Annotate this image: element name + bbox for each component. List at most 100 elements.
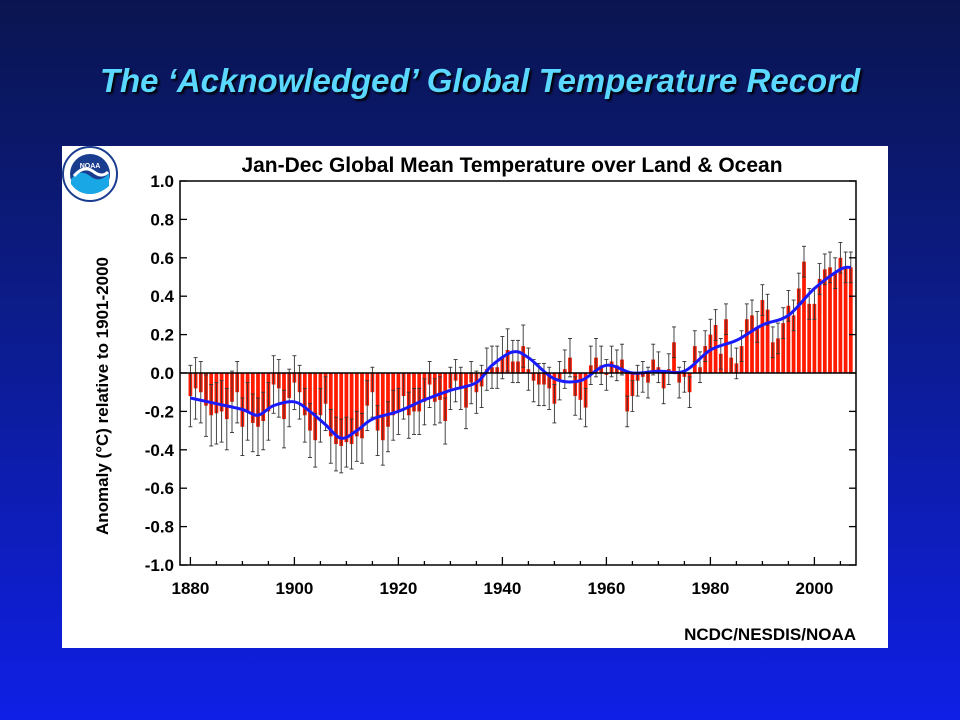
- temperature-chart: Jan-Dec Global Mean Temperature over Lan…: [93, 154, 857, 644]
- error-bar-1916: [375, 405, 380, 457]
- error-bar-1931: [453, 359, 458, 403]
- bar-1913: [360, 373, 364, 439]
- error-bar-1923: [412, 387, 416, 435]
- bar-1916: [375, 373, 380, 431]
- error-bar-1883: [204, 374, 208, 437]
- error-bar-1982: [718, 337, 723, 370]
- error-bar-1922: [406, 391, 411, 439]
- error-bar-1894: [261, 391, 266, 451]
- noaa-logo-text: NOAA: [80, 163, 101, 170]
- error-bar-1887: [224, 387, 229, 451]
- error-bar-1943: [516, 339, 520, 384]
- y-tick-label: -0.8: [145, 518, 174, 537]
- error-bar-1930: [448, 366, 453, 410]
- error-bar-1929: [443, 397, 448, 445]
- error-bar-1913: [360, 412, 364, 464]
- bar-1904: [313, 373, 318, 441]
- error-bar-1909: [339, 418, 344, 474]
- error-bar-1911: [349, 418, 354, 470]
- bar-1991: [765, 309, 770, 373]
- y-axis-ticks: -1.0 -0.8 -0.6 -0.4 -0.2 0.0 0.2 0.4 0.6 0.8 1.0: [145, 172, 856, 575]
- bar-2006: [843, 267, 848, 373]
- error-bar-1885: [214, 382, 219, 445]
- bar-1988: [750, 315, 754, 373]
- trend-line: [190, 265, 852, 440]
- bar-1917: [380, 373, 385, 441]
- y-tick-label: -0.6: [145, 479, 174, 498]
- error-bar-1882: [198, 361, 203, 424]
- error-bar-1983: [724, 303, 728, 336]
- error-bar-1956: [583, 387, 588, 428]
- error-bar-1895: [266, 382, 271, 441]
- error-bar-1893: [256, 397, 260, 457]
- bar-1980: [708, 334, 713, 373]
- error-bar-1953: [568, 337, 572, 378]
- y-tick-label: 0.2: [150, 326, 174, 345]
- error-bar-1907: [328, 409, 333, 464]
- error-bar-1928: [438, 376, 442, 424]
- slide-title: The ‘Acknowledged’ Global Temperature Re…: [99, 62, 861, 99]
- bar-1993: [776, 338, 780, 373]
- x-axis-ticks: 1880 1900 1920 1940 1960 1980 2000: [171, 557, 842, 598]
- error-bar-1939: [495, 345, 500, 389]
- x-tick-label: 1980: [691, 579, 729, 598]
- error-bar-1908: [334, 416, 338, 472]
- error-bar-1899: [287, 368, 292, 428]
- error-bar-1957: [588, 345, 593, 385]
- source-credit: NCDC/NESDIS/NOAA: [684, 625, 856, 644]
- y-tick-label: 0.8: [150, 210, 174, 229]
- x-tick-label: 1960: [587, 579, 625, 598]
- bar-1995: [786, 305, 791, 373]
- x-tick-label: 1900: [275, 579, 313, 598]
- error-bar-2001: [817, 263, 822, 295]
- y-tick-label: -0.2: [145, 402, 174, 421]
- y-tick-label: 0.4: [150, 287, 174, 306]
- error-bar-1998: [802, 245, 806, 278]
- error-bar-1959: [599, 345, 604, 385]
- error-bar-1918: [386, 401, 390, 453]
- error-bar-1906: [323, 376, 328, 432]
- error-bar-1902: [302, 387, 307, 443]
- error-bar-1880: [188, 364, 193, 428]
- bar-1989: [755, 326, 760, 373]
- chart-title: Jan-Dec Global Mean Temperature over Lan…: [241, 154, 782, 177]
- error-bar-1964: [625, 395, 630, 428]
- bar-1999: [807, 303, 812, 373]
- bar-1987: [744, 319, 749, 373]
- y-tick-label: 0.6: [150, 249, 174, 268]
- error-bar-1981: [713, 309, 718, 341]
- error-bar-1967: [640, 361, 645, 393]
- bar-2004: [833, 273, 838, 373]
- noaa-logo-icon: NOAA: [62, 146, 118, 202]
- error-bar-1934: [469, 361, 474, 405]
- bar-2003: [828, 267, 832, 373]
- x-tick-label: 1880: [171, 579, 209, 598]
- error-bar-1890: [240, 397, 245, 457]
- bar-1990: [760, 300, 765, 373]
- bar-1964: [625, 373, 630, 412]
- error-bar-1905: [318, 387, 323, 443]
- x-tick-label: 1940: [483, 579, 521, 598]
- error-bar-1925: [422, 378, 427, 426]
- bar-1909: [339, 373, 344, 446]
- error-bar-1979: [703, 330, 708, 362]
- error-bar-1881: [193, 357, 198, 420]
- error-bar-1976: [687, 376, 692, 409]
- bar-1908: [334, 373, 338, 445]
- error-bar-1992: [770, 326, 775, 359]
- error-bar-1901: [297, 364, 302, 420]
- error-bar-1996: [791, 299, 796, 332]
- error-bar-1898: [282, 389, 286, 449]
- bar-1910: [344, 373, 349, 443]
- error-bar-1969: [651, 343, 656, 376]
- error-bar-1919: [391, 389, 396, 441]
- error-bar-1944: [521, 324, 526, 368]
- x-tick-label: 2000: [795, 579, 833, 598]
- error-bar-1954: [573, 376, 578, 416]
- y-tick-label: 1.0: [150, 172, 174, 191]
- error-bar-1973: [672, 326, 676, 359]
- y-tick-label: 0.0: [150, 364, 174, 383]
- y-axis-label: Anomaly (°C) relative to 1901-2000: [93, 257, 112, 535]
- chart-panel: Jan-Dec Global Mean Temperature over Lan…: [62, 146, 888, 648]
- x-tick-label: 1920: [379, 579, 417, 598]
